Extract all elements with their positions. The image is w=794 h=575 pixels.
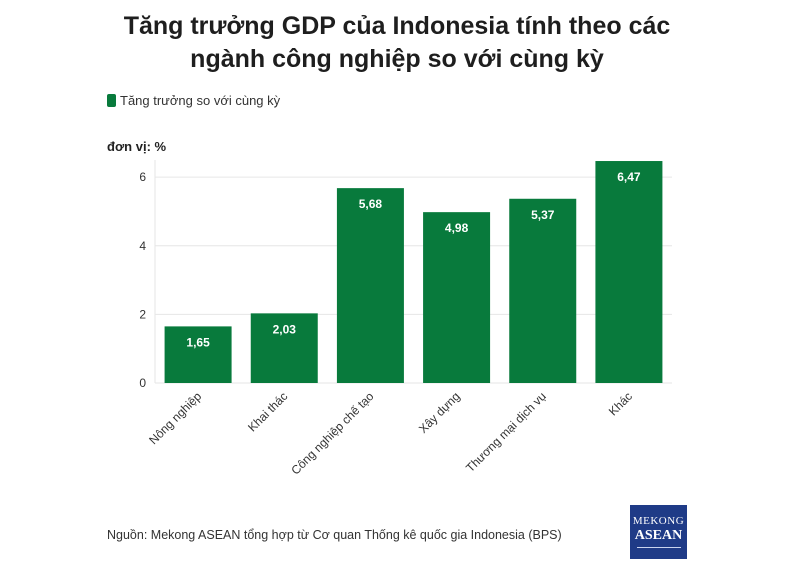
y-tick-label: 6 (139, 170, 146, 184)
data-label: 5,37 (531, 208, 555, 222)
data-label: 6,47 (617, 170, 641, 184)
logo-rule (636, 547, 681, 548)
bar (423, 212, 491, 383)
bar (336, 188, 404, 383)
mekong-asean-logo: MEKONG ASEAN (630, 505, 687, 559)
bar-chart: 0 2 4 6 1,65 Nông nghiệp 2,03 Khai thác 5,68 Công… (139, 160, 672, 477)
chart-title-line-1: Tăng trưởng GDP của Indonesia tính theo … (123, 12, 671, 40)
logo-line-1: MEKONG (632, 515, 685, 527)
chart-title: Tăng trưởng GDP của Indonesia tính theo … (0, 10, 794, 76)
data-label: 5,68 (359, 197, 383, 211)
y-tick-label: 2 (139, 307, 146, 321)
bar (595, 161, 663, 383)
data-label: 4,98 (445, 221, 469, 235)
x-tick-label: Nông nghiệp (146, 389, 204, 447)
legend-label: Tăng trưởng so với cùng kỳ (120, 93, 281, 108)
unit-label: đơn vị: % (107, 139, 167, 154)
data-label: 2,03 (273, 322, 297, 336)
x-tick-label: Khác (606, 389, 635, 418)
x-tick-label: Khai thác (245, 389, 290, 434)
logo-line-2: ASEAN (634, 528, 683, 543)
chart-legend: Tăng trưởng so với cùng kỳ (107, 93, 280, 108)
y-tick-label: 0 (139, 376, 146, 390)
bar (164, 326, 232, 383)
chart-title-line-2: ngành công nghiệp so với cùng kỳ (190, 45, 604, 73)
legend-swatch (107, 94, 116, 107)
source-note: Nguồn: Mekong ASEAN tổng hợp từ Cơ quan … (107, 528, 562, 542)
y-tick-label: 4 (139, 239, 146, 253)
bar (509, 198, 577, 383)
data-label: 1,65 (186, 335, 210, 349)
x-tick-label: Xây dựng (416, 389, 463, 436)
x-tick-label: Thương mại dịch vụ (463, 389, 549, 475)
x-tick-label: Công nghiệp chế tạo (288, 389, 376, 477)
bar (250, 313, 318, 383)
